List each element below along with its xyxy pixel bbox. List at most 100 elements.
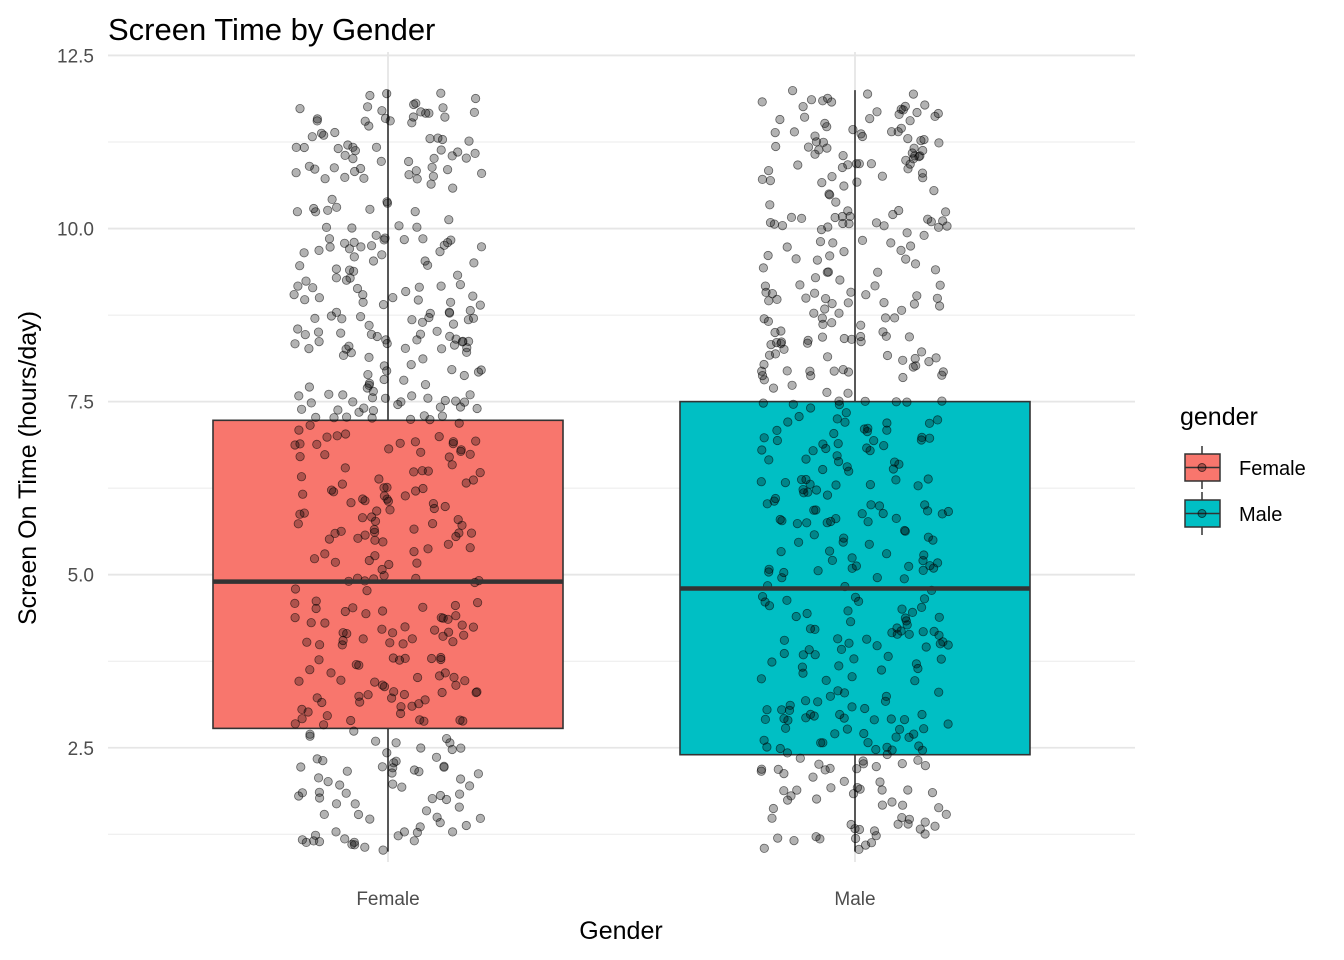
data-point-female	[425, 134, 435, 144]
data-point-female	[461, 478, 471, 488]
data-point-female	[469, 107, 479, 118]
data-point-female	[461, 153, 471, 163]
data-point-female	[300, 295, 310, 305]
data-point-male	[843, 367, 854, 377]
data-point-male	[915, 824, 925, 834]
data-point-male	[943, 719, 953, 729]
data-point-female	[446, 235, 456, 245]
data-point-female	[466, 528, 477, 538]
data-point-female	[336, 328, 346, 338]
median-lines	[213, 579, 1030, 591]
data-point-female	[331, 273, 341, 283]
data-point-female	[316, 128, 327, 138]
data-point-female	[306, 618, 316, 628]
data-point-male	[899, 714, 910, 725]
data-point-female	[427, 518, 438, 529]
data-point-male	[909, 143, 919, 153]
data-point-female	[422, 260, 433, 270]
data-point-female	[290, 598, 300, 609]
data-point-male	[847, 672, 857, 682]
data-point-male	[904, 332, 915, 342]
data-point-female	[324, 534, 334, 544]
data-point-male	[824, 546, 835, 556]
data-point-male	[767, 813, 777, 823]
data-point-female	[380, 113, 391, 124]
data-point-male	[758, 398, 768, 408]
data-point-female	[450, 600, 460, 611]
data-point-male	[854, 844, 864, 855]
data-point-male	[780, 477, 791, 488]
data-point-female	[331, 307, 342, 317]
data-point-male	[839, 776, 849, 787]
data-point-female	[307, 132, 317, 142]
legend-label-male: Male	[1239, 504, 1282, 526]
data-point-female	[423, 393, 433, 403]
data-point-male	[841, 408, 851, 418]
data-point-male	[863, 737, 873, 748]
data-point-female	[443, 627, 454, 637]
data-point-male	[842, 462, 852, 472]
data-point-female	[409, 765, 419, 775]
data-point-female	[340, 606, 350, 617]
data-point-male	[920, 817, 930, 827]
data-point-female	[311, 412, 321, 422]
data-point-female	[291, 142, 301, 152]
data-point-female	[323, 205, 333, 215]
data-point-male	[759, 735, 769, 745]
data-point-male	[850, 833, 861, 844]
data-point-female	[350, 799, 360, 809]
data-point-female	[459, 397, 470, 407]
data-point-male	[871, 831, 881, 841]
data-point-male	[846, 287, 856, 297]
data-point-male	[833, 438, 843, 449]
legend-key-female: Female	[1184, 446, 1306, 489]
data-point-male	[858, 759, 869, 769]
data-point-female	[417, 466, 427, 476]
data-point-female	[337, 640, 347, 650]
data-point-female	[407, 118, 417, 128]
data-point-male	[902, 397, 912, 407]
data-point-female	[335, 780, 345, 790]
data-point-female	[441, 733, 452, 744]
data-point-female	[417, 317, 428, 327]
data-point-male	[800, 696, 811, 706]
data-point-female	[318, 720, 329, 730]
data-point-male	[787, 380, 797, 390]
data-point-male	[887, 628, 897, 638]
data-point-female	[416, 743, 426, 753]
data-point-male	[775, 514, 785, 525]
data-point-female	[340, 463, 350, 473]
data-point-female	[440, 501, 450, 512]
data-point-male	[833, 456, 844, 467]
data-point-male	[764, 296, 774, 306]
data-point-male	[848, 789, 859, 799]
data-point-male	[910, 151, 920, 161]
data-point-female	[399, 689, 409, 700]
data-point-female	[320, 549, 330, 559]
data-point-female	[436, 652, 446, 663]
data-point-male	[900, 526, 910, 536]
data-point-female	[452, 270, 463, 280]
legend-key-male: Male	[1184, 492, 1282, 535]
data-point-female	[370, 551, 380, 561]
data-point-male	[791, 254, 801, 264]
data-point-female	[358, 297, 368, 307]
data-point-female	[385, 116, 395, 126]
data-point-female	[468, 313, 479, 323]
data-point-female	[346, 498, 356, 508]
data-point-male	[904, 814, 915, 824]
data-point-male	[811, 794, 822, 804]
data-point-male	[920, 760, 931, 771]
data-point-male	[857, 509, 867, 519]
data-point-male	[871, 744, 881, 755]
data-point-male	[797, 662, 808, 672]
data-point-female	[412, 558, 422, 568]
data-point-female	[416, 447, 426, 457]
data-point-male	[830, 212, 840, 223]
data-point-female	[341, 412, 352, 422]
data-point-male	[830, 729, 840, 739]
data-point-female	[311, 603, 321, 614]
data-point-male	[848, 125, 858, 135]
data-point-female	[304, 343, 314, 354]
data-point-female	[394, 655, 405, 665]
